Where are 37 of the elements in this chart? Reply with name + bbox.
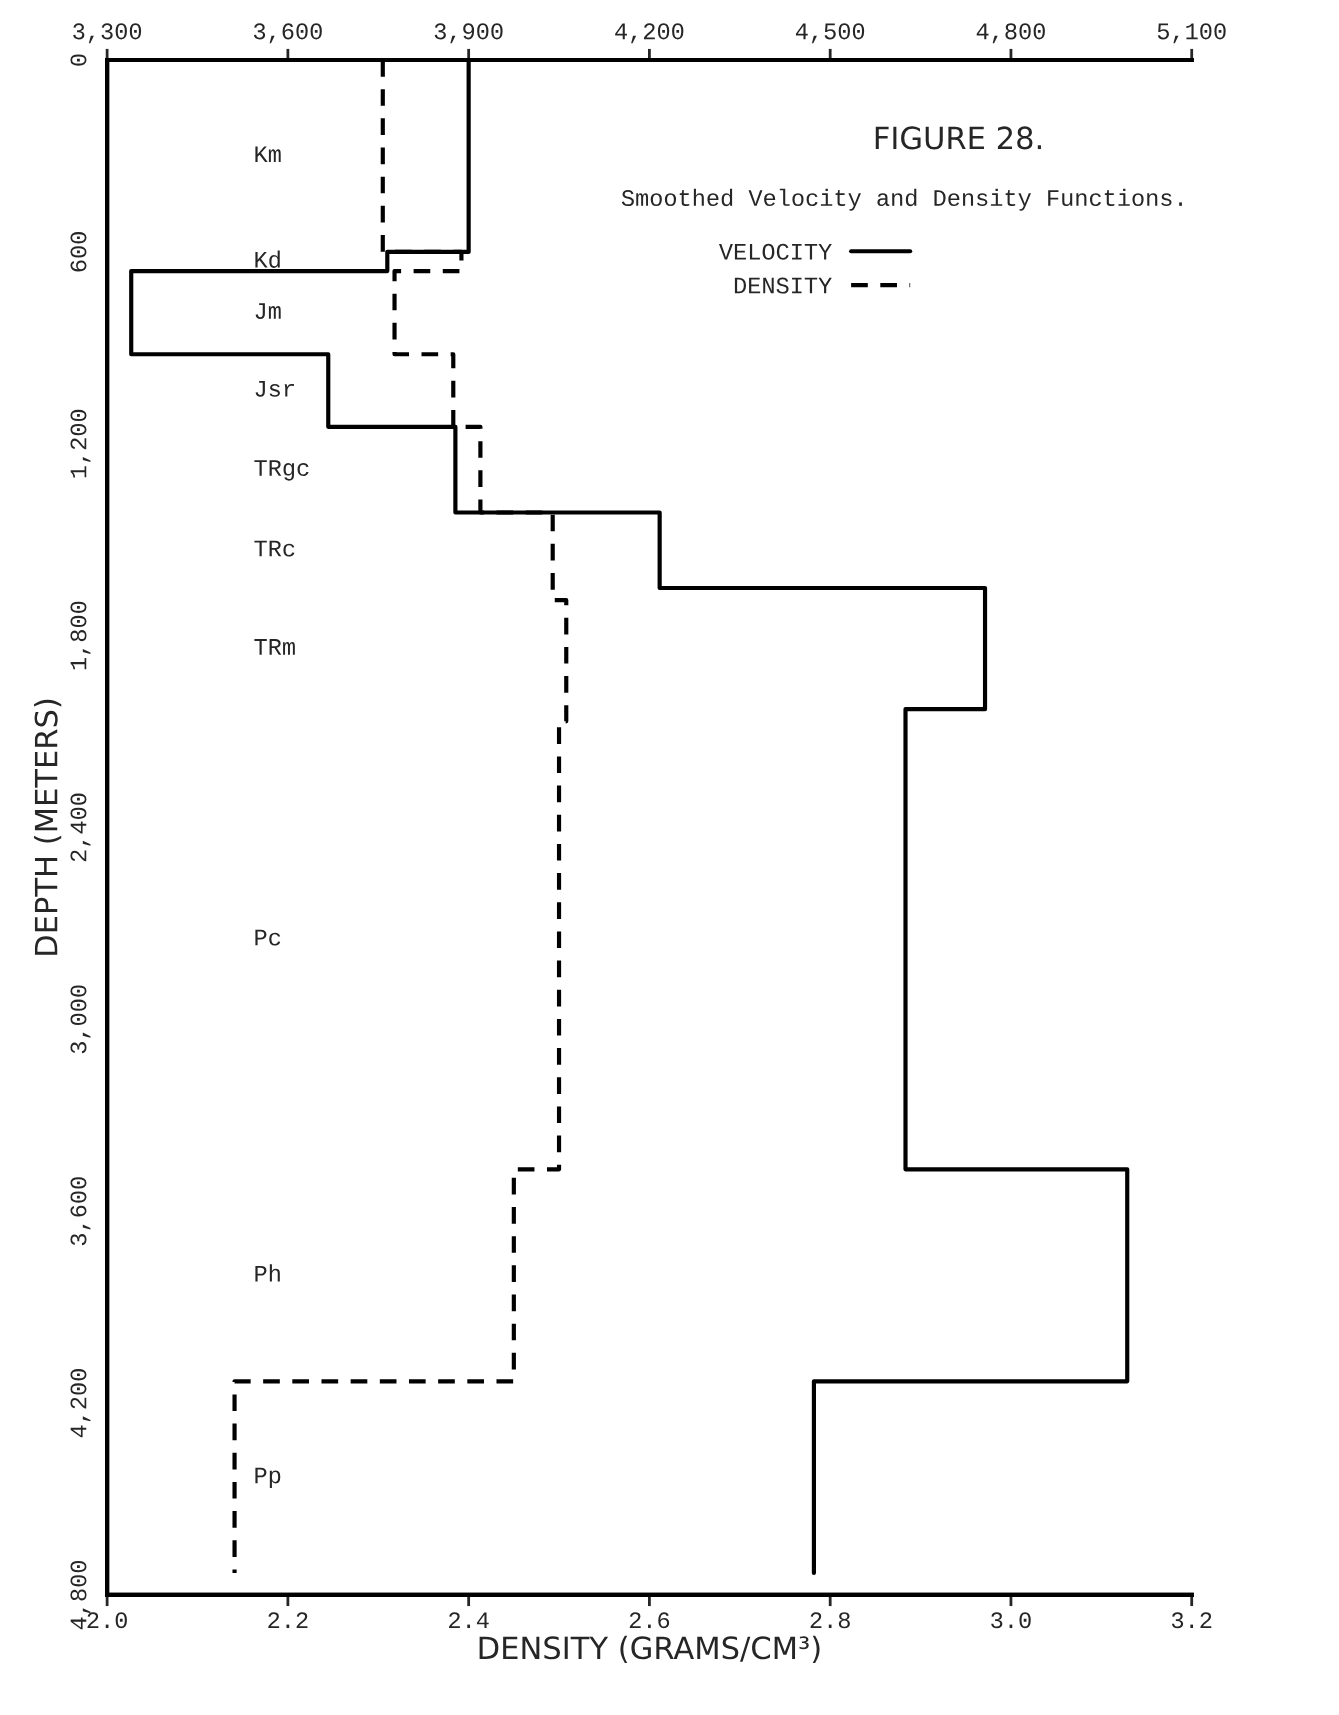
x2-tick-label: 3,300 (73, 23, 142, 44)
y-tick-label: 4,200 (70, 1369, 91, 1438)
annotation: Kd (255, 250, 280, 268)
x2-tick-label: 3,600 (253, 23, 322, 44)
x-tick-label: 3.2 (1171, 1612, 1212, 1629)
annotation: TRm (254, 639, 295, 655)
y-axis-title: DEPTH (METERS) (34, 699, 62, 955)
annotation: Jsr (255, 381, 294, 397)
legend-label: VELOCITY (718, 243, 832, 260)
x2-tick-label: 4,200 (615, 23, 684, 44)
y-tick-label: 1,200 (70, 409, 91, 478)
x2-tick-label: 3,900 (434, 23, 503, 44)
x-tick-label: 3.0 (991, 1612, 1031, 1629)
y-tick-label: 3,600 (70, 1177, 91, 1246)
legend-label: DENSITY (734, 277, 832, 294)
y-tick-label: 600 (70, 232, 87, 272)
x2-tick-label: 4,800 (976, 23, 1045, 44)
y-tick-label: 3,000 (70, 985, 91, 1054)
annotation: TRgc (254, 460, 309, 481)
text: FIGURE 28. (875, 126, 1041, 150)
text: Smoothed Velocity and Density Functions. (621, 188, 1182, 211)
x2-tick-label: 5,100 (1157, 23, 1226, 44)
annotation: TRc (254, 540, 295, 557)
y-tick-label: 1,800 (70, 601, 91, 670)
x-tick-label: 2.8 (810, 1612, 850, 1629)
annotation: Pp (255, 1467, 281, 1489)
annotation: Jm (255, 303, 281, 319)
annotation: Ph (255, 1264, 280, 1282)
y-tick-label: 0 (70, 54, 87, 66)
x-tick-label: 2.4 (449, 1612, 489, 1629)
annotation: Pc (255, 929, 281, 946)
x-axis-title: DENSITY (GRAMS/CM³) (479, 1635, 820, 1663)
x2-tick-label: 4,500 (795, 23, 865, 44)
x-tick-label: 2.6 (629, 1612, 670, 1629)
annotation: Km (255, 146, 281, 163)
y-tick-label: 2,400 (70, 793, 91, 862)
x-tick-label: 2.2 (268, 1612, 308, 1629)
